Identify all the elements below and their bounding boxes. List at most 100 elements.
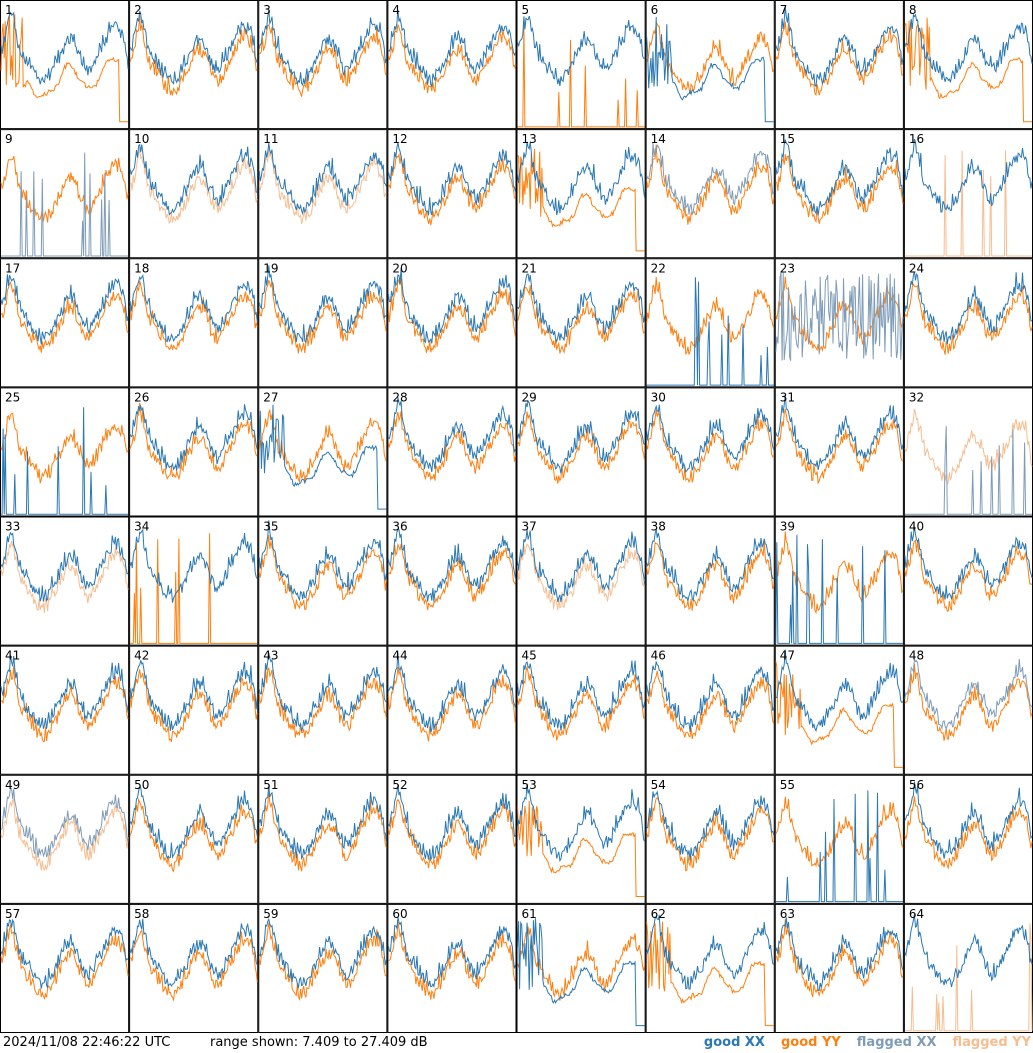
series-good-xx <box>775 534 903 644</box>
panel-59: 59 <box>258 903 388 1033</box>
panel-frame <box>516 258 646 388</box>
panel-frame <box>387 774 517 904</box>
panel-label: 7 <box>780 3 788 17</box>
panel-43: 43 <box>258 645 388 775</box>
panel-62: 62 <box>645 903 775 1033</box>
panel-label: 39 <box>780 520 795 534</box>
panel-label: 50 <box>134 778 149 792</box>
panel-frame <box>774 774 904 904</box>
panel-24: 24 <box>903 258 1033 388</box>
series-good-xx <box>517 529 646 603</box>
panel-label: 42 <box>134 649 149 663</box>
panel-frame <box>258 774 388 904</box>
series-good-yy <box>129 669 258 743</box>
series-flagged-yy <box>258 147 387 224</box>
panel-57: 57 <box>0 903 130 1033</box>
series-good-yy <box>517 411 646 484</box>
series-good-yy <box>646 144 775 225</box>
series-good-yy <box>0 14 129 123</box>
panel-40: 40 <box>903 516 1033 646</box>
series-good-xx <box>387 652 516 733</box>
panel-frame <box>0 258 130 388</box>
panel-frame <box>645 774 775 904</box>
panel-26: 26 <box>129 387 259 517</box>
panel-frame <box>774 0 904 130</box>
series-good-xx <box>0 11 129 85</box>
series-good-yy <box>0 280 129 353</box>
panel-60: 60 <box>387 903 517 1033</box>
panel-50: 50 <box>129 774 259 904</box>
panel-label: 12 <box>392 132 407 146</box>
series-flagged-xx <box>0 786 129 858</box>
panel-17: 17 <box>0 258 130 388</box>
series-good-xx <box>129 660 258 731</box>
series-good-yy <box>130 533 258 644</box>
panel-61: 61 <box>516 903 646 1033</box>
series-good-xx <box>775 394 904 471</box>
panel-label: 1 <box>5 3 13 17</box>
panel-64: 64 <box>903 903 1033 1033</box>
panel-frame <box>774 645 904 775</box>
panel-frame <box>387 903 517 1033</box>
panel-35: 35 <box>258 516 388 646</box>
panel-label: 4 <box>392 3 400 17</box>
panel-30: 30 <box>645 387 775 517</box>
panel-label: 56 <box>909 778 924 792</box>
series-good-xx <box>904 271 1033 345</box>
panel-54: 54 <box>645 774 775 904</box>
panel-frame <box>774 129 904 259</box>
series-good-yy <box>387 277 516 353</box>
panel-22: 22 <box>645 258 775 388</box>
panel-frame <box>0 516 130 646</box>
panel-56: 56 <box>903 774 1033 904</box>
series-flagged-xx <box>775 272 904 361</box>
panel-label: 10 <box>134 132 149 146</box>
panel-label: 25 <box>5 390 20 404</box>
series-good-xx <box>775 649 904 733</box>
series-good-yy <box>904 539 1033 612</box>
panel-label: 51 <box>263 778 278 792</box>
panel-frame <box>516 903 646 1033</box>
series-good-yy <box>387 798 516 870</box>
panel-label: 3 <box>263 3 271 17</box>
panel-label: 9 <box>5 132 13 146</box>
panel-label: 53 <box>522 778 537 792</box>
series-good-xx <box>775 139 904 216</box>
panel-frame <box>903 129 1033 259</box>
panel-frame <box>645 0 775 130</box>
panel-frame <box>0 387 130 517</box>
panel-label: 62 <box>651 907 666 921</box>
panel-7: 7 <box>774 0 904 130</box>
panel-2: 2 <box>129 0 259 130</box>
panel-frame <box>903 258 1033 388</box>
panel-frame <box>774 903 904 1033</box>
series-good-xx <box>388 397 516 473</box>
panel-23: 23 <box>774 258 904 388</box>
panel-frame <box>129 774 259 904</box>
series-good-xx <box>775 790 903 903</box>
panel-frame <box>258 903 388 1033</box>
panel-11: 11 <box>258 129 388 259</box>
series-good-xx <box>646 16 774 123</box>
panel-1: 1 <box>0 0 130 130</box>
panel-frame <box>903 0 1033 130</box>
series-good-xx <box>904 781 1033 859</box>
panel-label: 46 <box>651 649 666 663</box>
series-good-yy <box>775 796 904 868</box>
panel-frame <box>774 516 904 646</box>
series-good-yy <box>258 667 387 738</box>
panel-label: 64 <box>909 907 924 921</box>
panel-label: 38 <box>651 520 666 534</box>
panel-8: 8 <box>903 0 1033 130</box>
series-good-xx <box>1 407 129 515</box>
series-good-xx <box>129 143 258 216</box>
range-text: range shown: 7.409 to 27.409 dB <box>210 1035 428 1050</box>
panel-label: 26 <box>134 390 149 404</box>
panel-frame <box>258 516 388 646</box>
series-good-yy <box>258 922 387 1001</box>
series-good-xx <box>258 404 387 510</box>
series-good-yy <box>904 282 1033 355</box>
series-flagged-xx <box>1 152 129 257</box>
series-flagged-yy <box>0 798 129 871</box>
legend: good XX good YY flagged XX flagged YY <box>704 1033 1031 1053</box>
